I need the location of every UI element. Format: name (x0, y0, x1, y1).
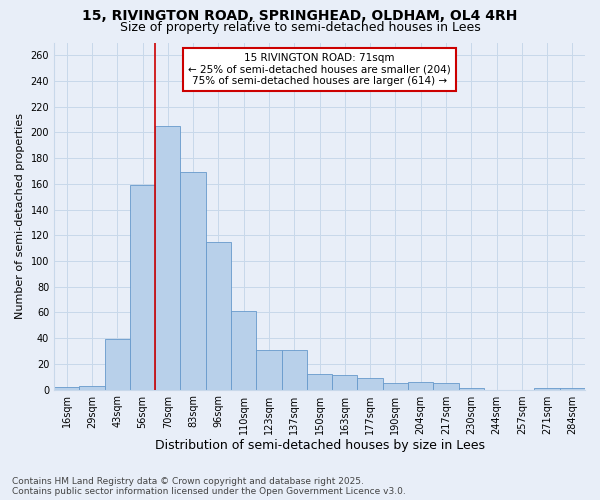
Bar (54, 387, 79, 390)
Bar (560, 388, 585, 390)
X-axis label: Distribution of semi-detached houses by size in Lees: Distribution of semi-detached houses by … (155, 440, 485, 452)
Bar (256, 350, 281, 390)
Y-axis label: Number of semi-detached properties: Number of semi-detached properties (15, 113, 25, 319)
Bar (104, 340, 130, 390)
Bar (535, 388, 560, 390)
Text: Contains HM Land Registry data © Crown copyright and database right 2025.
Contai: Contains HM Land Registry data © Crown c… (12, 476, 406, 496)
Bar (206, 242, 231, 390)
Bar (433, 383, 458, 390)
Bar (307, 374, 332, 390)
Bar (281, 350, 307, 390)
Bar (231, 311, 256, 390)
Text: 15, RIVINGTON ROAD, SPRINGHEAD, OLDHAM, OL4 4RH: 15, RIVINGTON ROAD, SPRINGHEAD, OLDHAM, … (82, 9, 518, 23)
Bar (332, 376, 358, 390)
Bar (458, 388, 484, 390)
Bar (79, 386, 104, 390)
Bar (408, 382, 433, 390)
Text: Size of property relative to semi-detached houses in Lees: Size of property relative to semi-detach… (119, 22, 481, 35)
Bar (181, 172, 206, 390)
Text: 15 RIVINGTON ROAD: 71sqm
← 25% of semi-detached houses are smaller (204)
75% of : 15 RIVINGTON ROAD: 71sqm ← 25% of semi-d… (188, 53, 451, 86)
Bar (130, 185, 155, 390)
Bar (358, 378, 383, 390)
Bar (155, 126, 181, 390)
Bar (383, 383, 408, 390)
